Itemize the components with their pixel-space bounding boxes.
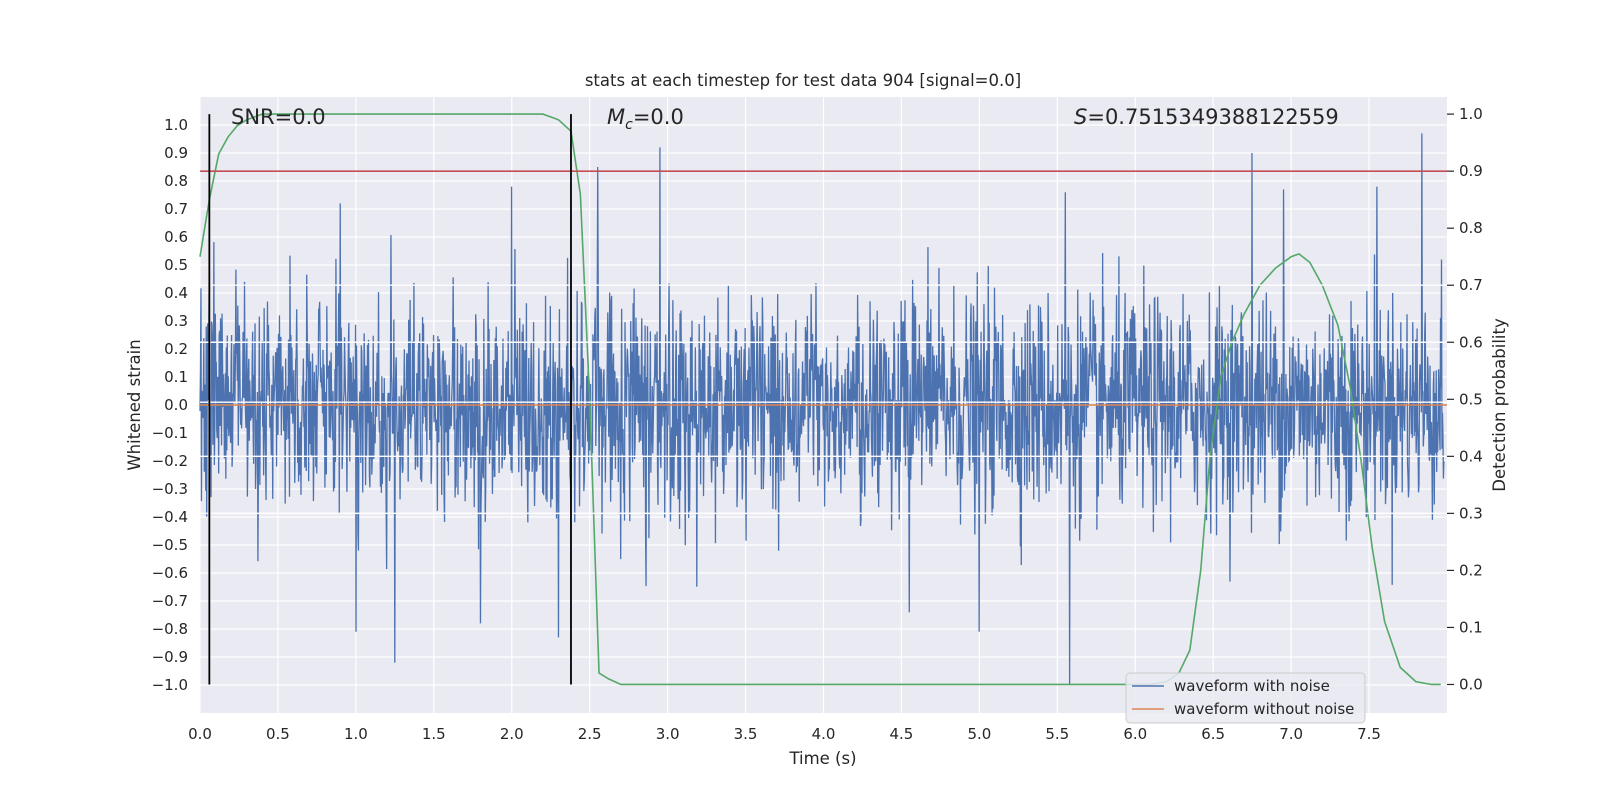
y2-axis-label: Detection probability bbox=[1490, 318, 1509, 492]
y-tick-label: −0.8 bbox=[152, 620, 188, 638]
score-symbol: S bbox=[1074, 105, 1087, 129]
y-axis-label: Whitened strain bbox=[125, 339, 144, 470]
y2-tick-label: 0.5 bbox=[1459, 390, 1483, 408]
y2-tick-label: 0.9 bbox=[1459, 162, 1483, 180]
chirp-mass-annotation: Mc=0.0 bbox=[607, 105, 684, 133]
y-tick-label: 0.5 bbox=[164, 256, 188, 274]
y2-tick-label: 0.3 bbox=[1459, 504, 1483, 522]
x-tick-label: 6.5 bbox=[1201, 725, 1225, 743]
y2-tick-label: 0.4 bbox=[1459, 447, 1483, 465]
chirp-mass-value: =0.0 bbox=[633, 105, 684, 129]
chart-title: stats at each timestep for test data 904… bbox=[585, 71, 1021, 90]
x-tick-label: 4.5 bbox=[890, 725, 914, 743]
y-tick-label: 0.1 bbox=[164, 368, 188, 386]
score-annotation: S=0.7515349388122559 bbox=[1074, 105, 1339, 129]
y-tick-label: 0.8 bbox=[164, 172, 188, 190]
y-tick-label: 1.0 bbox=[164, 116, 188, 134]
y2-tick-label: 1.0 bbox=[1459, 105, 1483, 123]
snr-annotation: SNR=0.0 bbox=[231, 105, 326, 129]
y-tick-label: 0.9 bbox=[164, 144, 188, 162]
x-tick-label: 4.0 bbox=[812, 725, 836, 743]
y2-tick-label: 0.2 bbox=[1459, 561, 1483, 579]
x-tick-label: 6.0 bbox=[1123, 725, 1147, 743]
y-tick-label: −0.4 bbox=[152, 508, 188, 526]
x-tick-label: 0.5 bbox=[266, 725, 290, 743]
y-tick-label: −1.0 bbox=[152, 676, 188, 694]
x-tick-label: 7.0 bbox=[1279, 725, 1303, 743]
x-tick-label: 0.0 bbox=[188, 725, 212, 743]
x-tick-label: 3.5 bbox=[734, 725, 758, 743]
x-tick-labels: 0.0 0.5 1.0 1.5 2.0 2.5 3.0 3.5 4.0 4.5 5.0 5.5 6.0 6… bbox=[188, 725, 1381, 743]
overlay-layer bbox=[199, 113, 1447, 686]
chirp-mass-symbol: M bbox=[607, 105, 625, 129]
y-tick-label: −0.7 bbox=[152, 592, 188, 610]
y-tick-label: −0.6 bbox=[152, 564, 188, 582]
y2-tick-label: 0.8 bbox=[1459, 219, 1483, 237]
series-layer bbox=[199, 133, 1445, 686]
x-tick-label: 1.5 bbox=[422, 725, 446, 743]
y2-tick-labels: 1.0 0.9 0.8 0.7 0.6 0.5 0.4 0.3 0.2 0.1 0.0 bbox=[1447, 105, 1483, 693]
y-tick-label: 0.0 bbox=[164, 396, 188, 414]
y-tick-label: −0.9 bbox=[152, 648, 188, 666]
y-tick-labels: 1.0 0.9 0.8 0.7 0.6 0.5 0.4 0.3 0.2 0.1 0.0 −0.1 −0.… bbox=[152, 116, 188, 694]
y2-tick-label: 0.6 bbox=[1459, 333, 1483, 351]
legend-label-clean: waveform without noise bbox=[1174, 700, 1354, 718]
series-waveform-with-noise bbox=[199, 133, 1445, 686]
x-tick-label: 2.5 bbox=[578, 725, 602, 743]
y-tick-label: 0.2 bbox=[164, 340, 188, 358]
y-tick-label: 0.7 bbox=[164, 200, 188, 218]
y-tick-label: −0.3 bbox=[152, 480, 188, 498]
x-axis-label: Time (s) bbox=[788, 749, 856, 768]
y2-tick-label: 0.7 bbox=[1459, 276, 1483, 294]
y-tick-label: −0.2 bbox=[152, 452, 188, 470]
y-tick-label: 0.6 bbox=[164, 228, 188, 246]
score-value: =0.7515349388122559 bbox=[1087, 105, 1338, 129]
y2-tick-label: 0.1 bbox=[1459, 618, 1483, 636]
legend: waveform with noise waveform without noi… bbox=[1125, 672, 1366, 724]
x-tick-label: 7.5 bbox=[1357, 725, 1381, 743]
y-tick-label: −0.5 bbox=[152, 536, 188, 554]
x-tick-label: 5.0 bbox=[967, 725, 991, 743]
y-tick-label: 0.3 bbox=[164, 312, 188, 330]
chirp-mass-subscript: c bbox=[625, 117, 633, 133]
y2-tick-label: 0.0 bbox=[1459, 675, 1483, 693]
x-tick-label: 2.0 bbox=[500, 725, 524, 743]
x-tick-label: 3.0 bbox=[656, 725, 680, 743]
legend-box bbox=[1125, 672, 1366, 724]
y-tick-label: 0.4 bbox=[164, 284, 188, 302]
y-tick-label: −0.1 bbox=[152, 424, 188, 442]
legend-label-noise: waveform with noise bbox=[1174, 677, 1330, 695]
x-tick-label: 5.5 bbox=[1045, 725, 1069, 743]
x-tick-label: 1.0 bbox=[344, 725, 368, 743]
